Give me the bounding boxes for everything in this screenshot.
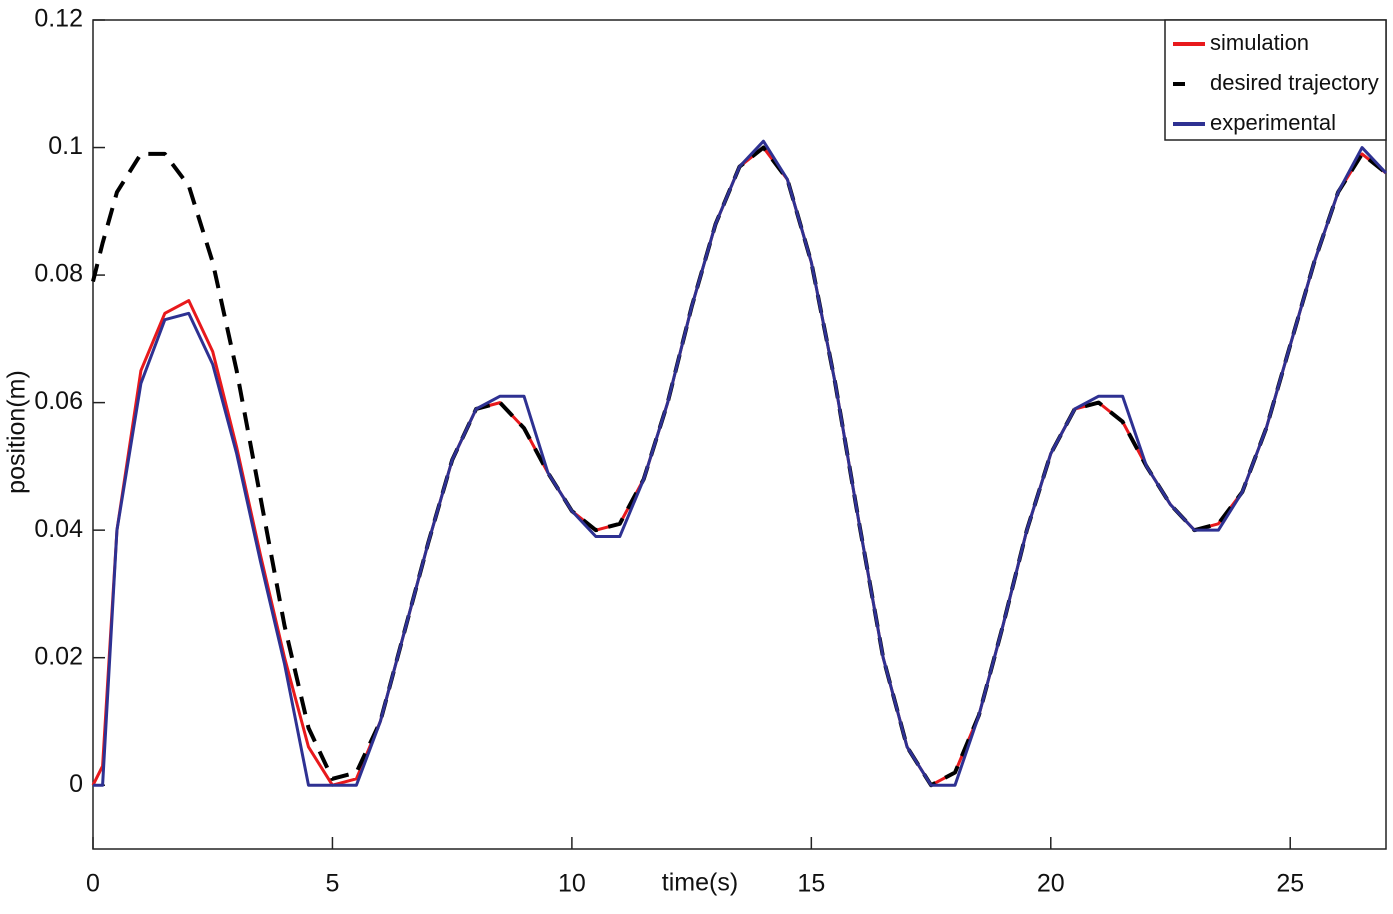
y-tick-label: 0.06 — [34, 387, 83, 415]
series-line — [91, 145, 1388, 788]
legend-label: experimental — [1210, 110, 1336, 135]
y-tick-label: 0.08 — [34, 260, 83, 288]
legend: simulation desired trajectory experimental — [1164, 19, 1387, 141]
y-tick-label: 0.1 — [48, 132, 83, 160]
x-tick-label: 0 — [86, 870, 100, 898]
x-tick-label: 5 — [325, 870, 339, 898]
series-line — [91, 146, 1387, 787]
series-line — [93, 139, 1388, 787]
x-axis-label: time(s) — [662, 869, 738, 897]
x-tick-label: 20 — [1037, 870, 1065, 898]
y-tick-label: 0.04 — [34, 515, 83, 543]
x-tick-label: 10 — [558, 870, 586, 898]
legend-box — [1164, 19, 1387, 141]
legend-label: desired trajectory — [1210, 70, 1379, 95]
y-axis-label: position(m) — [3, 370, 31, 494]
legend-label: simulation — [1210, 30, 1309, 55]
y-tick-label: 0.02 — [34, 642, 83, 670]
x-tick-label: 25 — [1276, 870, 1304, 898]
x-tick-label: 15 — [797, 870, 825, 898]
y-tick-label: 0.12 — [34, 5, 83, 33]
y-tick-label: 0 — [69, 770, 83, 798]
plot-frame — [92, 19, 1387, 850]
